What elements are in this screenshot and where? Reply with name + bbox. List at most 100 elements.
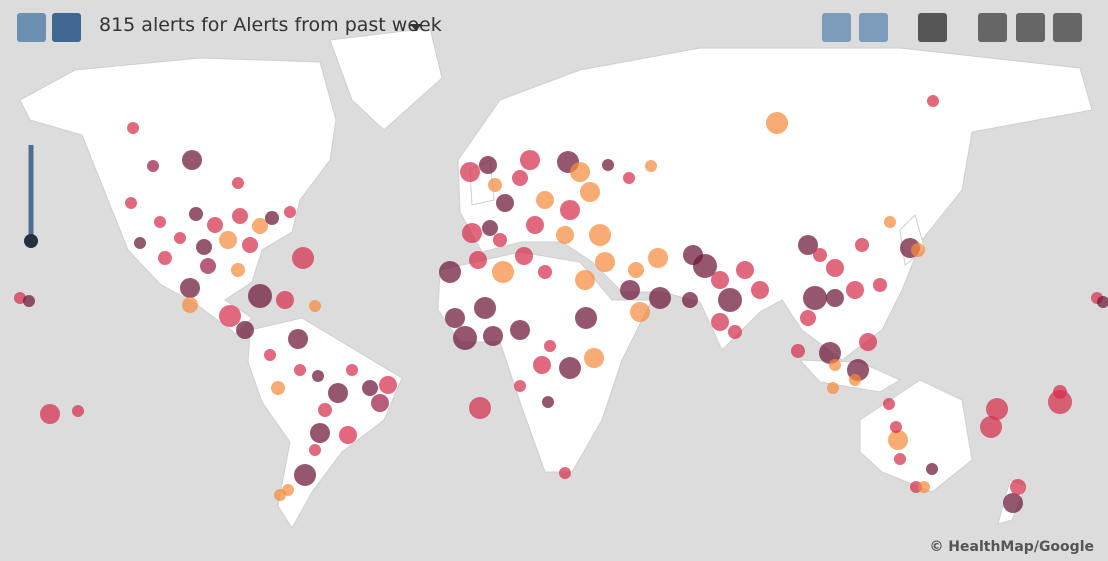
alert-marker[interactable] — [362, 380, 378, 396]
alert-marker[interactable] — [1097, 296, 1108, 308]
alert-marker[interactable] — [127, 122, 139, 134]
alert-marker[interactable] — [846, 281, 864, 299]
alert-marker[interactable] — [623, 172, 635, 184]
alert-marker[interactable] — [294, 464, 316, 486]
alert-marker[interactable] — [284, 206, 296, 218]
alert-marker[interactable] — [134, 237, 146, 249]
alert-marker[interactable] — [189, 207, 203, 221]
alert-marker[interactable] — [602, 159, 614, 171]
alert-marker[interactable] — [310, 423, 330, 443]
alert-marker[interactable] — [339, 426, 357, 444]
alert-marker[interactable] — [23, 295, 35, 307]
alert-marker[interactable] — [711, 271, 729, 289]
alert-marker[interactable] — [512, 170, 528, 186]
alert-marker[interactable] — [800, 310, 816, 326]
alert-marker[interactable] — [460, 162, 480, 182]
alert-marker[interactable] — [826, 259, 844, 277]
alert-marker[interactable] — [559, 357, 581, 379]
alert-marker[interactable] — [520, 150, 540, 170]
alert-marker[interactable] — [575, 307, 597, 329]
alert-marker[interactable] — [236, 321, 254, 339]
alert-marker[interactable] — [888, 430, 908, 450]
alert-marker[interactable] — [890, 421, 902, 433]
alert-marker[interactable] — [630, 302, 650, 322]
alert-marker[interactable] — [536, 191, 554, 209]
alert-marker[interactable] — [849, 374, 861, 386]
alert-marker[interactable] — [488, 178, 502, 192]
settings-button[interactable] — [1016, 13, 1045, 42]
alert-marker[interactable] — [751, 281, 769, 299]
alert-marker[interactable] — [803, 286, 827, 310]
alert-marker[interactable] — [200, 258, 216, 274]
alert-marker[interactable] — [318, 403, 332, 417]
alert-marker[interactable] — [819, 342, 841, 364]
add-button[interactable] — [918, 13, 947, 42]
alert-marker[interactable] — [445, 308, 465, 328]
alert-marker[interactable] — [479, 156, 497, 174]
alert-marker[interactable] — [492, 261, 514, 283]
alert-marker[interactable] — [649, 287, 671, 309]
alert-marker[interactable] — [1048, 390, 1072, 414]
alert-marker[interactable] — [312, 370, 324, 382]
alert-marker[interactable] — [232, 208, 248, 224]
alert-marker[interactable] — [154, 216, 166, 228]
alert-marker[interactable] — [980, 416, 1002, 438]
alert-marker[interactable] — [1010, 479, 1026, 495]
alert-marker[interactable] — [559, 467, 571, 479]
alerts-title[interactable]: 815 alerts for Alerts from past week — [99, 14, 442, 36]
alert-marker[interactable] — [538, 265, 552, 279]
dropdown-caret[interactable] — [410, 24, 422, 31]
alert-marker[interactable] — [248, 284, 272, 308]
alert-marker[interactable] — [379, 376, 397, 394]
alert-marker[interactable] — [544, 340, 556, 352]
alert-marker[interactable] — [526, 216, 544, 234]
alert-marker[interactable] — [883, 398, 895, 410]
alert-marker[interactable] — [232, 177, 244, 189]
alert-marker[interactable] — [556, 226, 574, 244]
alert-marker[interactable] — [174, 232, 186, 244]
alert-marker[interactable] — [813, 248, 827, 262]
alert-marker[interactable] — [196, 239, 212, 255]
alert-marker[interactable] — [859, 333, 877, 351]
alert-marker[interactable] — [482, 220, 498, 236]
alert-marker[interactable] — [182, 297, 198, 313]
key-button[interactable] — [1053, 13, 1082, 42]
alert-marker[interactable] — [926, 463, 938, 475]
alert-marker[interactable] — [584, 348, 604, 368]
alert-marker[interactable] — [798, 235, 818, 255]
alert-marker[interactable] — [207, 217, 223, 233]
alert-marker[interactable] — [182, 150, 202, 170]
alert-marker[interactable] — [439, 261, 461, 283]
alert-marker[interactable] — [718, 288, 742, 312]
alert-marker[interactable] — [728, 325, 742, 339]
alert-marker[interactable] — [462, 223, 482, 243]
alert-marker[interactable] — [292, 247, 314, 269]
alert-marker[interactable] — [147, 160, 159, 172]
location-button[interactable] — [978, 13, 1007, 42]
alert-marker[interactable] — [542, 396, 554, 408]
chart-button[interactable] — [859, 13, 888, 42]
alert-marker[interactable] — [231, 263, 245, 277]
alert-marker[interactable] — [294, 364, 306, 376]
alert-marker[interactable] — [791, 344, 805, 358]
alert-marker[interactable] — [620, 280, 640, 300]
alert-marker[interactable] — [918, 481, 930, 493]
alert-marker[interactable] — [493, 233, 507, 247]
alert-marker[interactable] — [264, 349, 276, 361]
alert-marker[interactable] — [40, 404, 60, 424]
alert-marker[interactable] — [766, 112, 788, 134]
alert-marker[interactable] — [371, 394, 389, 412]
alert-marker[interactable] — [580, 182, 600, 202]
alert-marker[interactable] — [242, 237, 258, 253]
alert-marker[interactable] — [560, 200, 580, 220]
search-button[interactable] — [17, 13, 46, 42]
folder-button[interactable] — [52, 13, 81, 42]
alert-marker[interactable] — [274, 489, 286, 501]
alert-marker[interactable] — [469, 397, 491, 419]
alert-marker[interactable] — [595, 252, 615, 272]
alert-marker[interactable] — [1053, 385, 1067, 399]
alert-marker[interactable] — [219, 231, 237, 249]
alert-marker[interactable] — [288, 329, 308, 349]
alert-marker[interactable] — [589, 224, 611, 246]
alert-marker[interactable] — [826, 289, 844, 307]
